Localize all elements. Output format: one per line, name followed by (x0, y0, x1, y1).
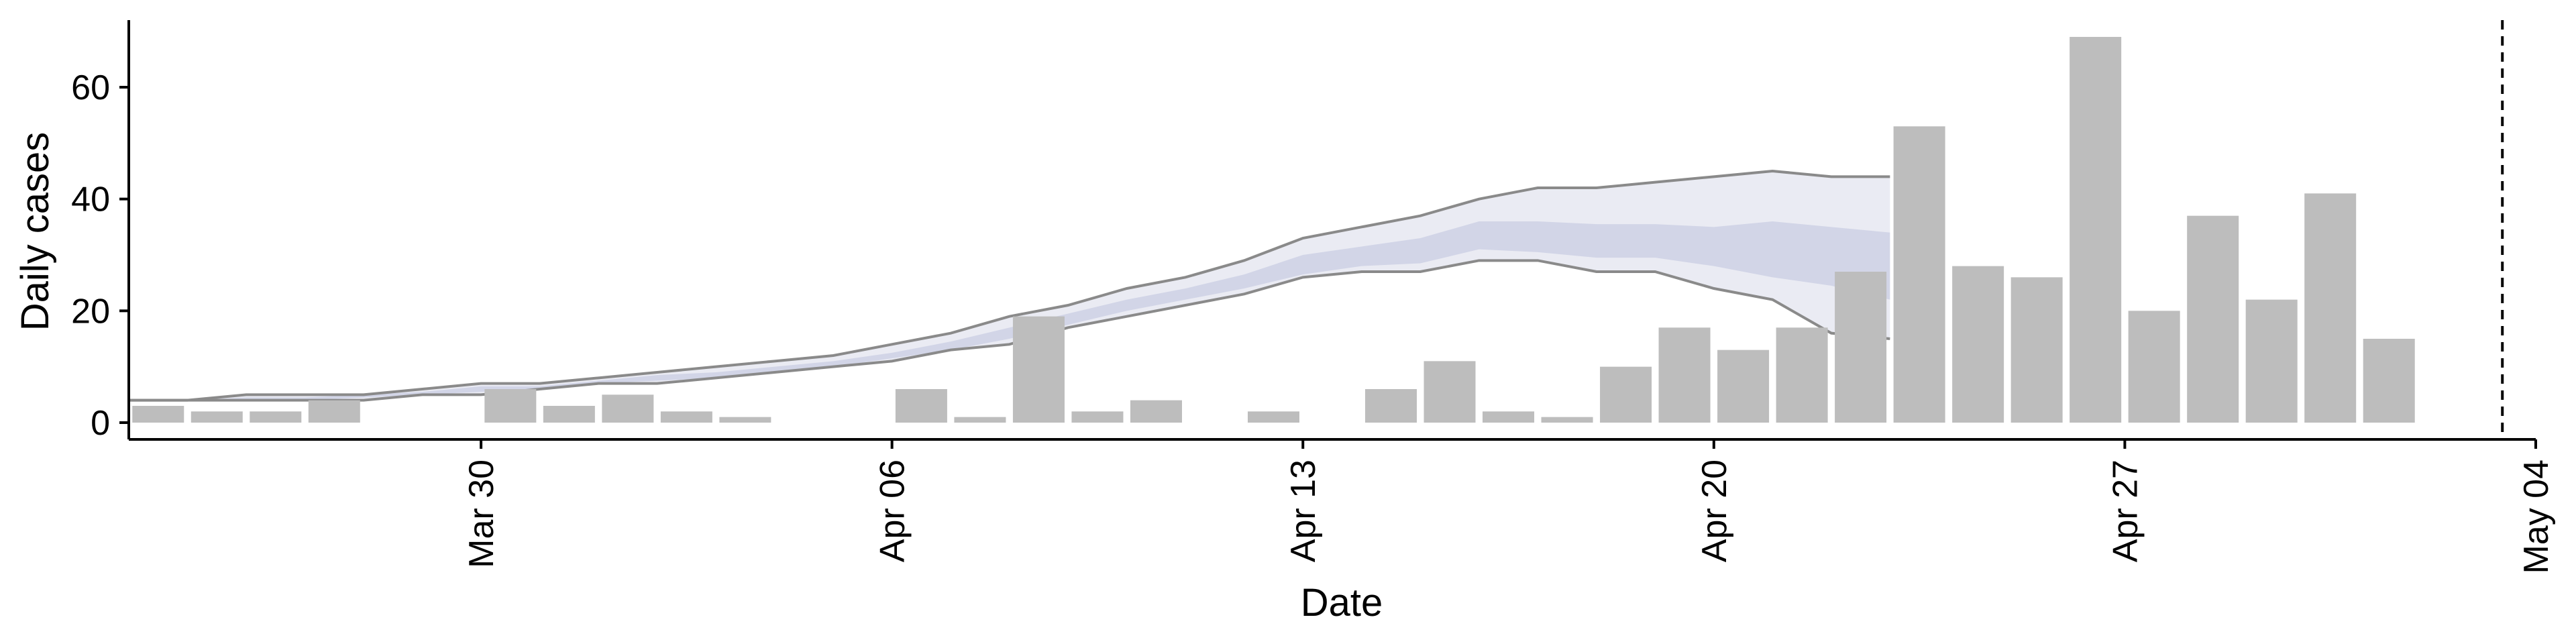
x-tick-label: Apr 20 (1695, 460, 1734, 562)
bar (132, 406, 184, 423)
y-tick-label: 60 (71, 68, 110, 107)
x-axis-title: Date (1301, 581, 1383, 625)
y-axis-title: Daily cases (13, 132, 57, 331)
band-outer-area (129, 171, 1890, 400)
bar (1952, 266, 2004, 423)
bar (250, 411, 302, 423)
band-upper-line (129, 169, 1890, 402)
bar (2070, 37, 2122, 423)
x-tick-label: Mar 30 (462, 460, 501, 568)
y-tick-label: 40 (71, 180, 110, 219)
bar (895, 389, 947, 423)
bar (1424, 361, 1476, 423)
bar (2010, 277, 2063, 423)
bar (191, 411, 243, 423)
bar (660, 411, 712, 423)
bar (1893, 126, 1945, 423)
bar (1541, 417, 1593, 423)
bar (2245, 299, 2298, 423)
bar (1483, 411, 1535, 423)
bar (1247, 411, 1299, 423)
bar (543, 406, 595, 423)
forecast-band-layer (129, 169, 1890, 402)
bar (1012, 316, 1065, 423)
y-tick-label: 0 (91, 404, 110, 443)
bar (1717, 350, 1770, 423)
bar (1130, 400, 1182, 423)
bar (2187, 215, 2239, 423)
x-tick-label: Apr 27 (2106, 460, 2145, 562)
bar (2304, 193, 2357, 423)
axes-layer: 0 20 40 60 Mar 30 Apr 06 Apr 13 Apr 20 Apr 27 May… (71, 20, 2556, 574)
bar (484, 389, 537, 423)
bars-layer (132, 37, 2415, 423)
x-tick-label: Apr 13 (1284, 460, 1323, 562)
bar (308, 400, 360, 423)
bar (2363, 339, 2415, 423)
bar (602, 394, 654, 423)
bar (1835, 272, 1887, 423)
bar (1600, 366, 1652, 423)
x-tick-label: May 04 (2517, 460, 2556, 574)
bar (1776, 327, 1828, 423)
y-tick-label: 20 (71, 292, 110, 331)
bar (1365, 389, 1417, 423)
x-tick-label: Apr 06 (873, 460, 912, 562)
bar (1658, 327, 1711, 423)
bar (2128, 311, 2180, 423)
bar (954, 417, 1006, 423)
band-inner-area (129, 221, 1890, 400)
band-lower-line (129, 259, 1890, 402)
bar (1071, 411, 1124, 423)
bar (719, 417, 771, 423)
